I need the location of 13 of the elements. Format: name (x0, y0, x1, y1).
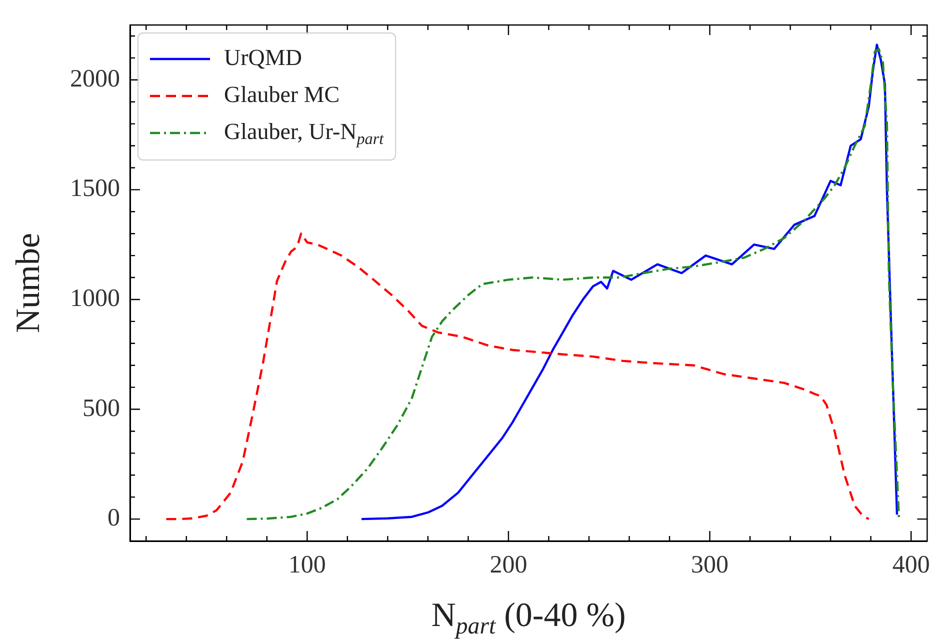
y-tick-label: 2000 (70, 65, 120, 92)
y-tick-label: 500 (82, 394, 120, 422)
legend-label: Glauber MC (224, 82, 340, 108)
legend-label: UrQMD (224, 45, 302, 70)
x-tick-label: 400 (892, 552, 930, 579)
y-tick-label: 1000 (70, 285, 120, 312)
line-series (165, 232, 870, 520)
x-tick-label: 200 (490, 552, 528, 579)
y-tick-label: 1500 (70, 175, 120, 202)
x-tick-label: 300 (691, 552, 729, 579)
y-tick-label: 0 (108, 504, 120, 532)
x-tick-label: 100 (288, 552, 326, 579)
y-axis-title: Numbe (10, 232, 47, 334)
